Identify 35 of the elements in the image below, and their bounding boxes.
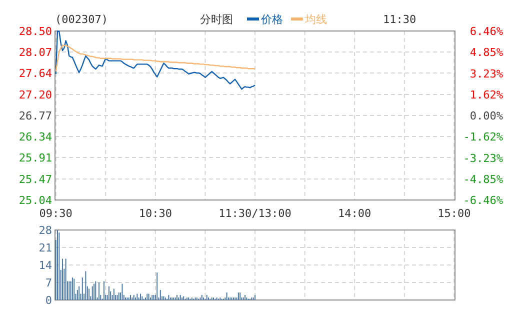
y-tick-label: 27.64 <box>18 67 52 80</box>
chart-subtitle: 分时图 <box>200 13 233 26</box>
y-tick-label: 7 <box>45 276 52 290</box>
y-tick-label: 26.77 <box>18 110 52 122</box>
y-tick-label: 25.91 <box>18 152 52 165</box>
legend-label: 均线 <box>304 13 327 26</box>
x-tick-label: 11:30/13:00 <box>218 207 292 220</box>
x-tick-label: 10:30 <box>138 207 172 220</box>
legend-label: 价格 <box>260 13 283 26</box>
y2-tick-label: 1.62% <box>470 88 504 102</box>
y2-tick-label: -1.62% <box>463 130 504 144</box>
chart-title: (002307) <box>55 13 108 26</box>
y2-tick-label: 0.00% <box>470 110 504 122</box>
y-tick-label: 21 <box>38 242 52 254</box>
y-tick-label: 28 <box>38 224 52 237</box>
x-tick-label: 15:00 <box>438 207 471 220</box>
y-tick-label: 28.07 <box>18 46 52 60</box>
text: 11:30 <box>383 13 416 26</box>
y-tick-label: 14 <box>38 259 52 272</box>
x-tick-label: 09:30 <box>39 207 72 220</box>
y2-tick-label: -3.23% <box>463 152 504 165</box>
line-series <box>55 44 256 72</box>
y2-tick-label: -6.46% <box>463 194 504 207</box>
y-tick-label: 25.47 <box>18 172 52 186</box>
y-tick-label: 27.20 <box>18 88 52 102</box>
y2-tick-label: -4.85% <box>463 172 504 186</box>
line-series <box>55 30 256 90</box>
y2-tick-label: 4.85% <box>470 46 504 60</box>
y-tick-label: 25.04 <box>18 194 52 207</box>
y-tick-label: 26.34 <box>18 130 52 144</box>
y-tick-label: 0 <box>45 294 52 307</box>
x-tick-label: 14:00 <box>338 207 372 220</box>
y2-tick-label: 6.46% <box>470 25 504 38</box>
y2-tick-label: 3.23% <box>470 67 504 80</box>
y-tick-label: 28.50 <box>18 25 52 38</box>
